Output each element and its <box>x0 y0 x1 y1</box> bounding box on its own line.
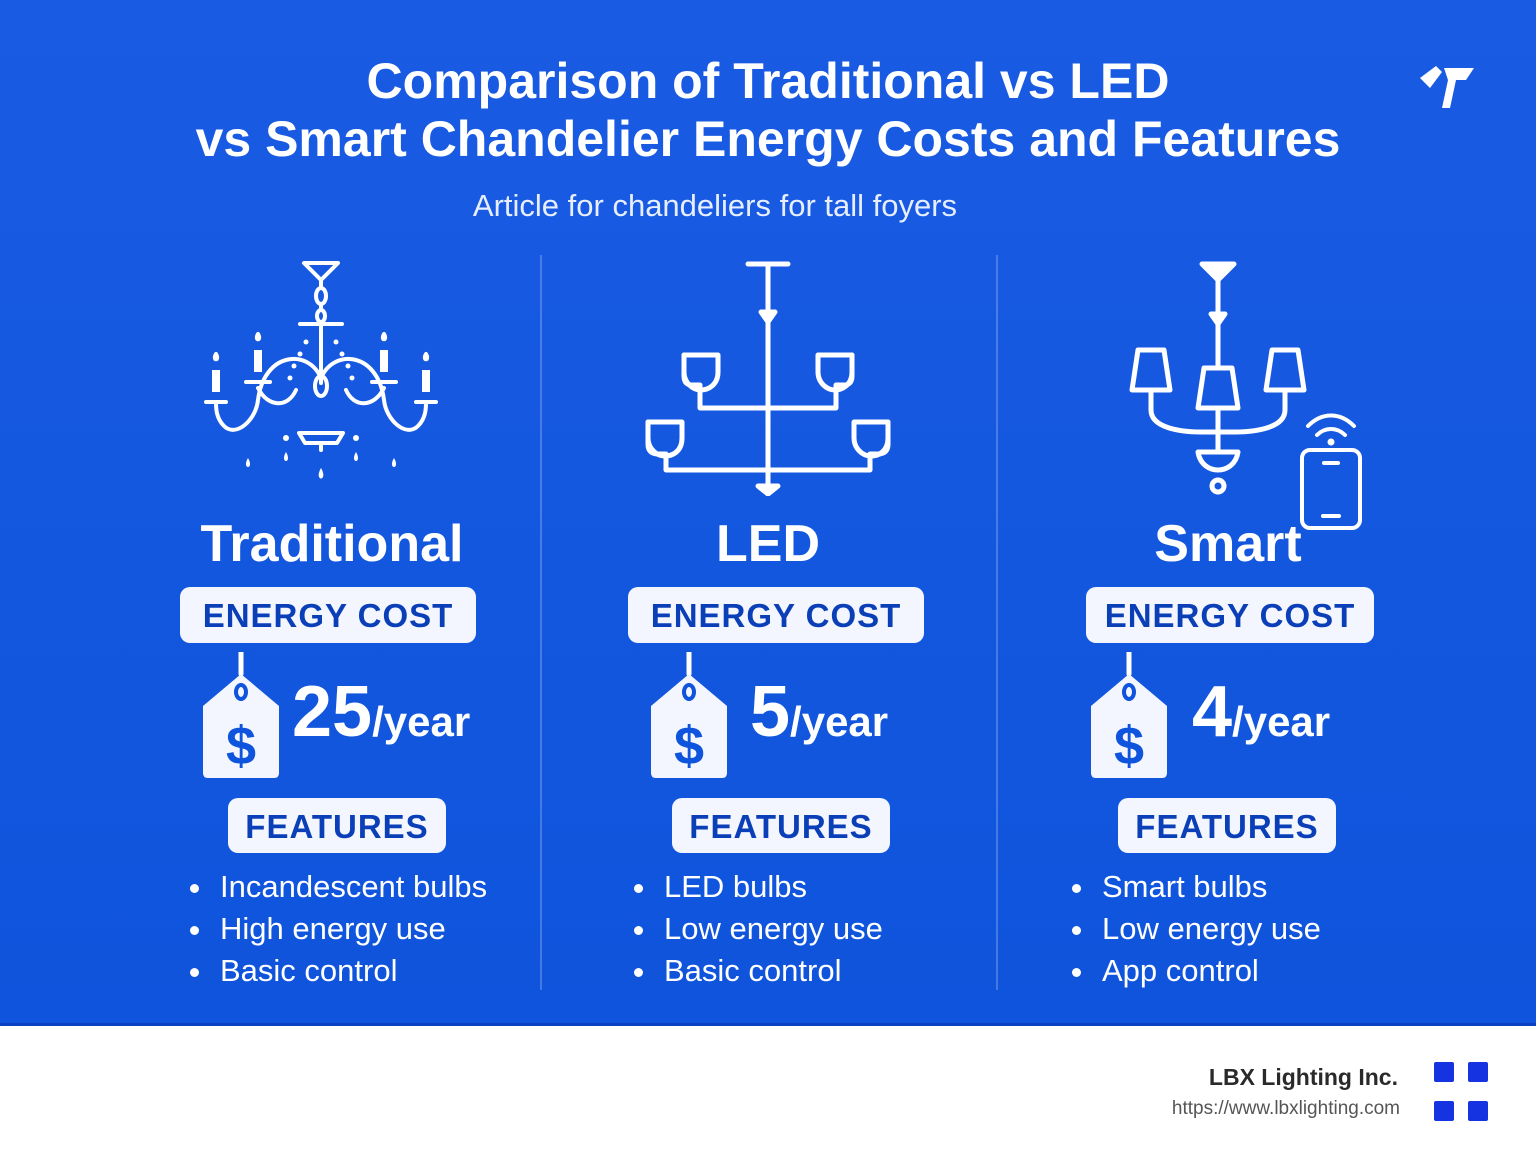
dollar-price-tag-icon: $ <box>651 652 727 778</box>
list-item: LED bulbs <box>634 866 883 908</box>
list-item: Incandescent bulbs <box>190 866 487 908</box>
company-name: LBX Lighting Inc. <box>1208 1064 1398 1090</box>
column-traditional: Traditional ENERGY COST $ 25/year FEATUR… <box>102 0 562 1024</box>
dollar-price-tag-icon: $ <box>1091 652 1167 778</box>
features-label: FEATURES <box>672 798 890 853</box>
features-label: FEATURES <box>1118 798 1336 853</box>
footer <box>0 1026 1536 1154</box>
column-divider-1 <box>540 255 542 990</box>
features-list: Smart bulbs Low energy use App control <box>1072 866 1321 992</box>
energy-cost-label: ENERGY COST <box>1086 587 1374 643</box>
features-list: LED bulbs Low energy use Basic control <box>634 866 883 992</box>
candle-chandelier-icon <box>204 261 438 479</box>
company-url[interactable]: https://www.lbxlighting.com <box>1171 1098 1400 1119</box>
column-title: Smart <box>1154 515 1302 573</box>
smart-chandelier-icon <box>1129 261 1307 495</box>
list-item: Low energy use <box>1072 908 1321 950</box>
panel-divider-line <box>0 1023 1536 1026</box>
title-line-1: Comparison of Traditional vs LED <box>366 53 1170 109</box>
brand-logo-icon <box>1420 66 1474 108</box>
cost-unit: /year <box>372 698 471 745</box>
list-item: App control <box>1072 950 1321 992</box>
title-line-2: vs Smart Chandelier Energy Costs and Fea… <box>195 111 1341 167</box>
smartphone-wifi-icon <box>1300 413 1362 530</box>
list-item: High energy use <box>190 908 487 950</box>
cost-unit: /year <box>790 698 889 745</box>
cost-unit: /year <box>1232 698 1331 745</box>
svg-text:$: $ <box>1114 716 1144 776</box>
column-title: Traditional <box>200 515 464 573</box>
column-led: LED ENERGY COST $ 5/year FEATURES LED bu… <box>538 0 998 1024</box>
list-item: Basic control <box>634 950 883 992</box>
features-list: Incandescent bulbs High energy use Basic… <box>190 866 487 992</box>
svg-text:$: $ <box>226 716 256 776</box>
cost-amount: 5 <box>750 672 791 752</box>
list-item: Smart bulbs <box>1072 866 1321 908</box>
blue-panel <box>0 0 1536 1024</box>
energy-cost-label: ENERGY COST <box>628 587 924 643</box>
led-chandelier-icon <box>645 261 891 496</box>
list-item: Low energy use <box>634 908 883 950</box>
column-divider-2 <box>996 255 998 990</box>
features-label: FEATURES <box>228 798 446 853</box>
column-smart: Smart ENERGY COST $ 4/year FEATURES Smar… <box>998 0 1458 1024</box>
energy-cost-label: ENERGY COST <box>180 587 476 643</box>
cost-amount: 25 <box>292 672 373 752</box>
column-title: LED <box>716 515 820 573</box>
svg-text:$: $ <box>674 716 704 776</box>
energy-cost-value: 5/year <box>750 672 888 762</box>
page-subtitle: Article for chandeliers for tall foyers <box>472 188 958 223</box>
dollar-price-tag-icon: $ <box>203 652 279 778</box>
page-title: Comparison of Traditional vs LED vs Smar… <box>0 52 1536 168</box>
energy-cost-value: 25/year <box>292 672 470 762</box>
energy-cost-value: 4/year <box>1192 672 1330 762</box>
cost-amount: 4 <box>1192 672 1233 752</box>
list-item: Basic control <box>190 950 487 992</box>
